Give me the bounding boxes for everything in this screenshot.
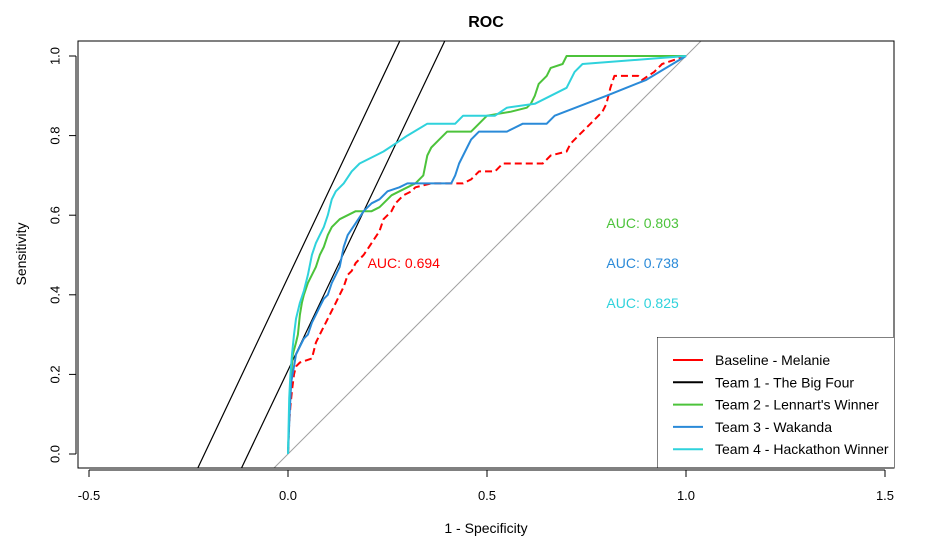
plot-frame <box>77 40 895 469</box>
y-tick-label: 0.6 <box>47 206 62 224</box>
y-axis: 0.0 0.2 0.4 0.6 0.8 1.0 <box>47 47 77 463</box>
roc-line <box>287 55 687 455</box>
y-tick-label: 0.0 <box>47 445 62 463</box>
legend-label: Team 1 - The Big Four <box>715 374 854 390</box>
legend-label: Team 3 - Wakanda <box>715 419 832 435</box>
legend-box <box>657 337 894 468</box>
legend-label: Baseline - Melanie <box>715 352 830 368</box>
y-tick-label: 1.0 <box>47 47 62 65</box>
roc-line <box>197 41 401 468</box>
x-tick-label: 1.5 <box>876 488 894 503</box>
x-axis: -0.5 0.0 0.5 1.0 1.5 <box>78 469 894 503</box>
x-tick-label: 0.0 <box>279 488 297 503</box>
auc-label: AUC: 0.738 <box>606 255 679 271</box>
legend: Baseline - Melanie Team 1 - The Big Four T… <box>657 337 894 468</box>
chance-diagonal <box>273 41 702 468</box>
roc-line <box>287 55 687 455</box>
plot-lines <box>197 41 702 468</box>
y-tick-label: 0.2 <box>47 365 62 383</box>
legend-label: Team 4 - Hackathon Winner <box>715 441 889 457</box>
y-tick-label: 0.8 <box>47 127 62 145</box>
auc-label: AUC: 0.694 <box>368 255 441 271</box>
auc-labels: AUC: 0.694 AUC: 0.803 AUC: 0.738 AUC: 0.825 <box>368 215 679 311</box>
x-tick-label: -0.5 <box>78 488 100 503</box>
x-axis-label: 1 - Specificity <box>444 520 527 536</box>
chart-title: ROC <box>468 14 504 31</box>
x-tick-label: 1.0 <box>677 488 695 503</box>
legend-label: Team 2 - Lennart's Winner <box>715 397 879 413</box>
y-axis-label: Sensitivity <box>13 222 29 285</box>
roc-line <box>287 55 687 455</box>
x-tick-label: 0.5 <box>478 488 496 503</box>
auc-label: AUC: 0.825 <box>606 295 679 311</box>
y-tick-label: 0.4 <box>47 286 62 304</box>
auc-label: AUC: 0.803 <box>606 215 679 231</box>
